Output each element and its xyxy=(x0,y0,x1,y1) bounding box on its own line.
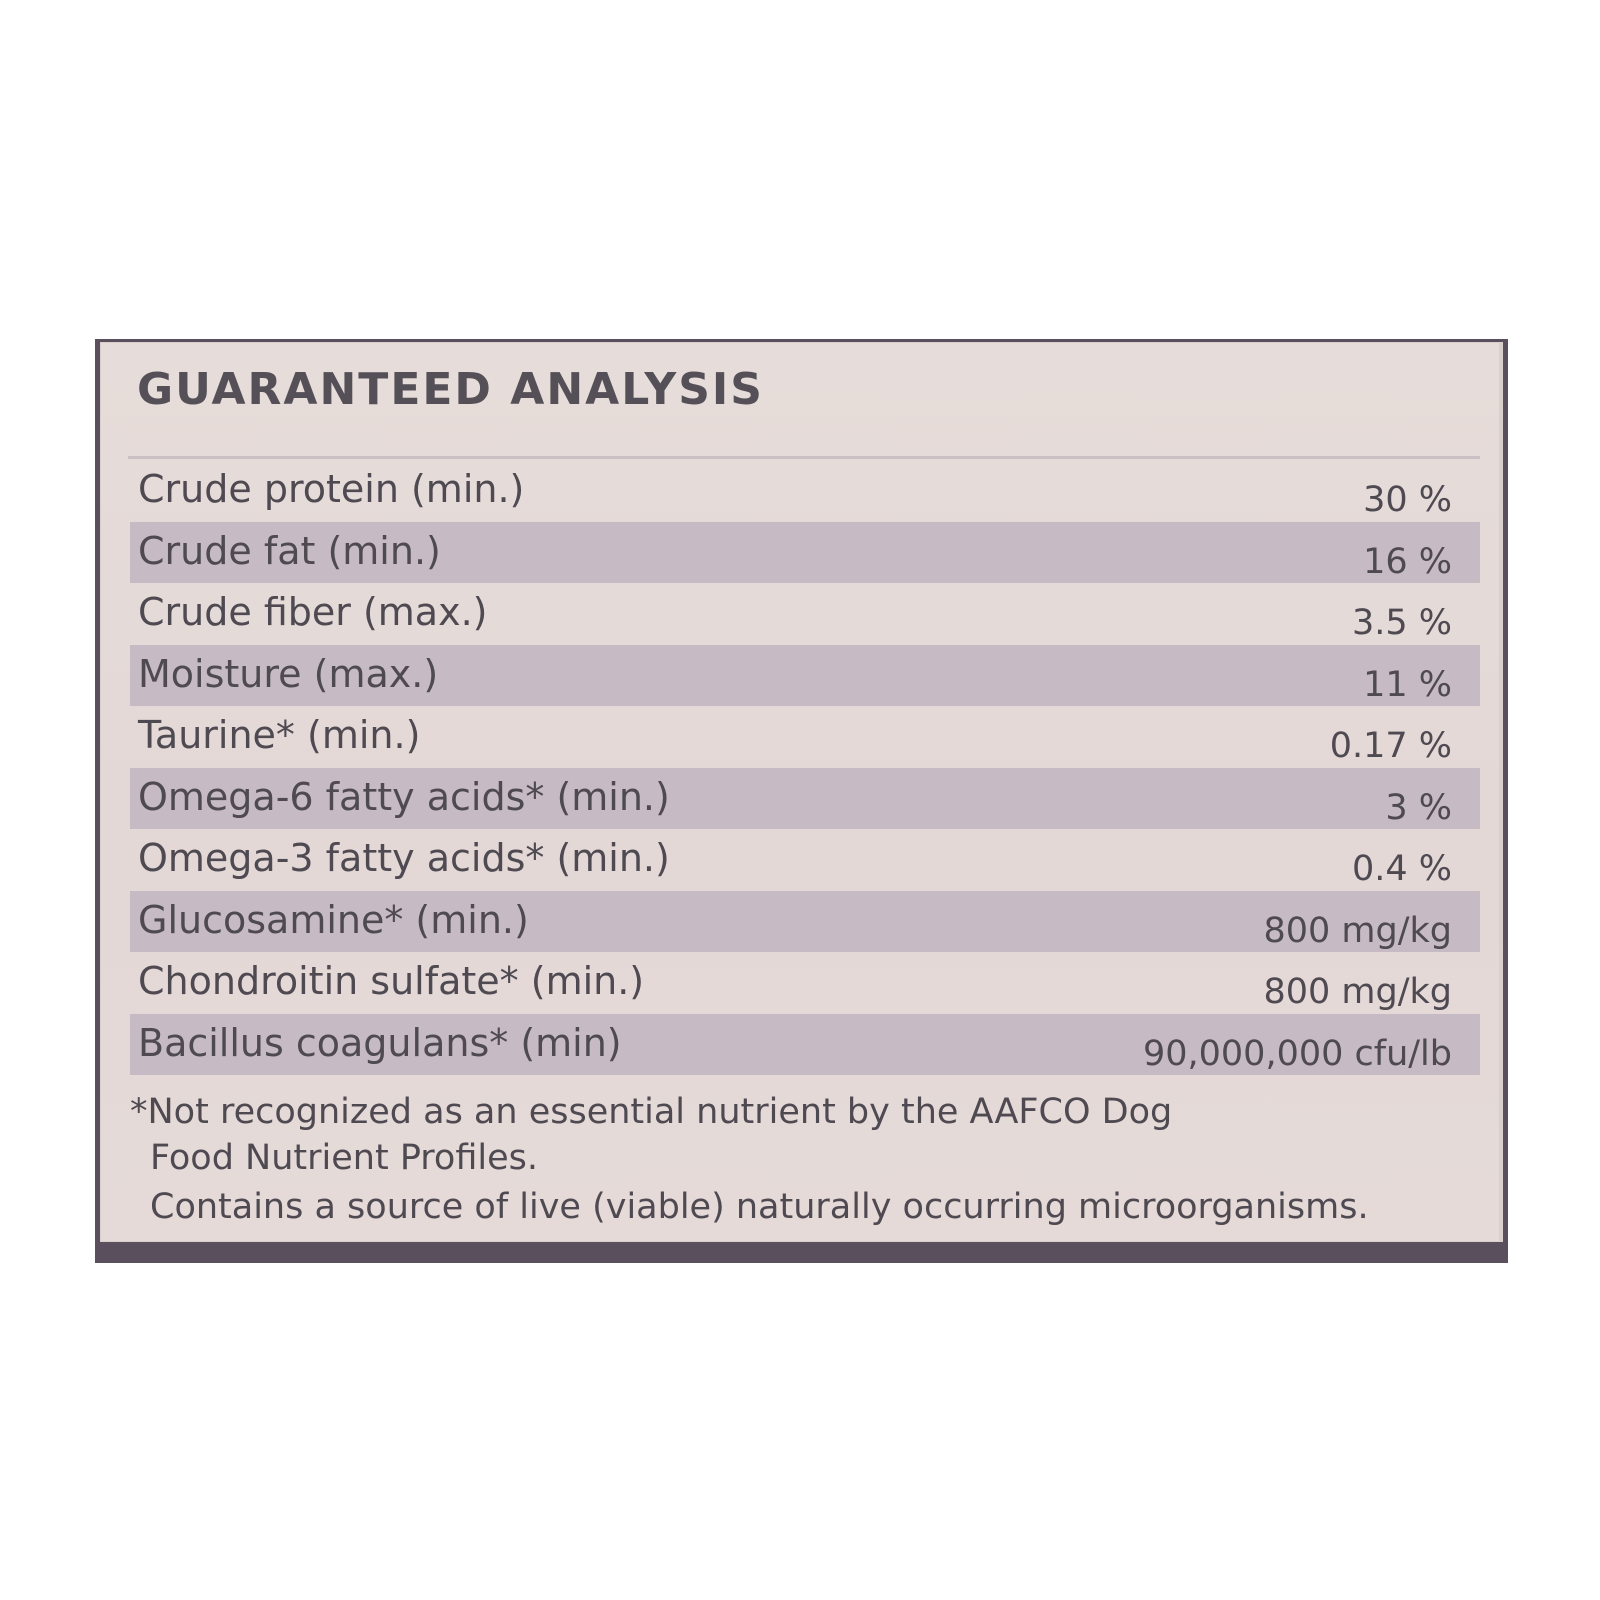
nutrient-value: 800 mg/kg xyxy=(1263,910,1452,951)
nutrient-name: Chondroitin sulfate* (min.) xyxy=(138,959,645,1003)
footnotes: *Not recognized as an essential nutrient… xyxy=(130,1090,1490,1231)
title-divider xyxy=(128,456,1480,459)
analysis-table: Crude protein (min.) 30 % Crude fat (min… xyxy=(130,460,1480,1075)
nutrient-name: Omega-6 fatty acids* (min.) xyxy=(138,774,670,819)
panel-title: GUARANTEED ANALYSIS xyxy=(137,364,764,415)
nutrient-value: 0.4 % xyxy=(1351,849,1452,889)
table-row: Omega-6 fatty acids* (min.) 3 % xyxy=(130,767,1480,829)
table-row: Crude protein (min.) 30 % xyxy=(130,460,1480,522)
table-row: Crude fat (min.) 16 % xyxy=(130,521,1480,583)
table-row: Glucosamine* (min.) 800 mg/kg xyxy=(130,890,1480,952)
nutrient-value: 3 % xyxy=(1385,787,1452,828)
nutrient-value: 0.17 % xyxy=(1329,726,1452,766)
nutrient-name: Moisture (max.) xyxy=(138,651,439,696)
table-row: Moisture (max.) 11 % xyxy=(130,644,1480,706)
table-row: Taurine* (min.) 0.17 % xyxy=(130,706,1480,768)
nutrient-name: Glucosamine* (min.) xyxy=(138,897,529,942)
nutrient-value: 30 % xyxy=(1363,480,1452,520)
table-row: Chondroitin sulfate* (min.) 800 mg/kg xyxy=(130,952,1480,1014)
nutrient-name: Crude fiber (max.) xyxy=(138,590,488,634)
table-row: Omega-3 fatty acids* (min.) 0.4 % xyxy=(130,829,1480,891)
nutrient-value: 90,000,000 cfu/lb xyxy=(1142,1033,1452,1074)
nutrient-value: 16 % xyxy=(1363,541,1452,582)
table-row: Crude fiber (max.) 3.5 % xyxy=(130,583,1480,645)
nutrient-name: Crude fat (min.) xyxy=(138,528,441,573)
nutrient-name: Omega-3 fatty acids* (min.) xyxy=(138,836,670,880)
nutrient-name: Crude protein (min.) xyxy=(138,467,525,511)
footnote-microorganisms: Contains a source of live (viable) natur… xyxy=(150,1187,1369,1227)
footnote-aafco-continued: Food Nutrient Profiles. xyxy=(150,1137,539,1178)
nutrient-name: Taurine* (min.) xyxy=(138,713,421,757)
nutrient-value: 11 % xyxy=(1363,664,1452,705)
table-row: Bacillus coagulans* (min) 90,000,000 cfu… xyxy=(130,1013,1480,1075)
footnote-aafco: *Not recognized as an essential nutrient… xyxy=(130,1092,1173,1132)
nutrient-value: 800 mg/kg xyxy=(1263,972,1452,1012)
nutrient-value: 3.5 % xyxy=(1351,603,1452,643)
nutrient-name: Bacillus coagulans* (min) xyxy=(138,1020,622,1065)
